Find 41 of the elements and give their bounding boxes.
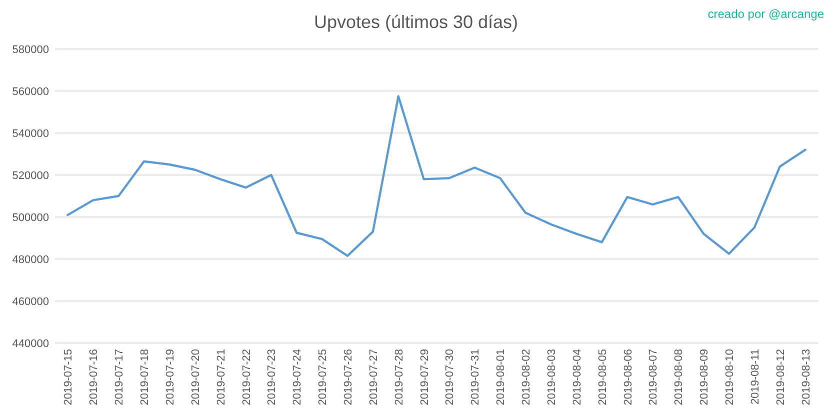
x-tick-label: 2019-08-07 xyxy=(648,349,660,406)
x-tick-label: 2019-07-21 xyxy=(215,349,228,406)
y-tick-label: 540000 xyxy=(12,128,49,140)
x-tick-label: 2019-07-26 xyxy=(342,349,354,406)
x-tick-label: 2019-08-05 xyxy=(596,349,609,406)
y-tick-label: 580000 xyxy=(12,44,49,56)
x-tick-label: 2019-07-22 xyxy=(240,349,253,406)
x-tick-label: 2019-07-18 xyxy=(139,349,152,406)
x-tick-label: 2019-08-02 xyxy=(520,349,533,406)
x-tick-label: 2019-08-11 xyxy=(749,349,762,404)
x-tick-label: 2019-08-10 xyxy=(724,349,736,406)
y-tick-label: 460000 xyxy=(12,296,49,308)
x-tick-label: 2019-07-24 xyxy=(292,349,304,406)
x-tick-label: 2019-07-17 xyxy=(114,349,126,406)
x-tick-label: 2019-08-08 xyxy=(673,349,686,406)
x-tick-label: 2019-07-28 xyxy=(393,349,406,406)
x-tick-label: 2019-08-09 xyxy=(698,349,711,406)
x-tick-label: 2019-07-19 xyxy=(164,349,176,406)
y-tick-label: 500000 xyxy=(12,212,49,224)
x-tick-label: 2019-08-13 xyxy=(800,349,812,406)
x-tick-label: 2019-07-27 xyxy=(368,349,380,406)
y-tick-label: 560000 xyxy=(12,86,49,98)
x-tick-label: 2019-07-25 xyxy=(317,349,330,406)
x-tick-label: 2019-07-15 xyxy=(62,349,75,406)
x-tick-label: 2019-07-20 xyxy=(190,349,202,406)
x-tick-label: 2019-08-03 xyxy=(546,349,558,406)
text: creado por @arcange xyxy=(708,7,824,21)
x-tick-label: 2019-07-29 xyxy=(418,349,431,406)
x-tick-label: 2019-08-04 xyxy=(571,349,584,406)
x-tick-label: 2019-07-23 xyxy=(266,349,278,406)
y-tick-label: 520000 xyxy=(12,170,49,182)
x-tick-label: 2019-07-30 xyxy=(444,349,456,406)
chart-title: Upvotes (últimos 30 días) xyxy=(314,12,518,32)
y-tick-label: 480000 xyxy=(12,254,49,266)
y-tick-label: 440000 xyxy=(12,338,49,350)
x-tick-label: 2019-07-16 xyxy=(88,349,100,406)
x-tick-label: 2019-07-31 xyxy=(470,349,482,406)
x-tick-label: 2019-08-06 xyxy=(622,349,634,406)
line-series xyxy=(66,95,806,257)
x-tick-label: 2019-08-12 xyxy=(774,349,787,406)
x-tick-label: 2019-08-01 xyxy=(495,349,508,406)
